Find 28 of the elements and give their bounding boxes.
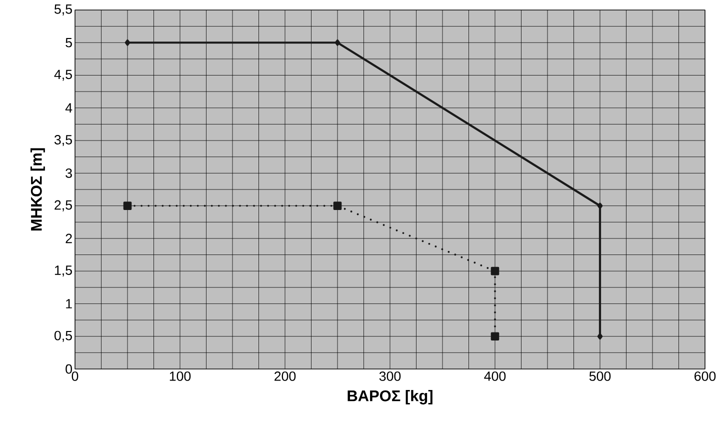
x-tick-label: 200: [274, 371, 296, 381]
y-tick-label: 3: [66, 168, 72, 178]
x-tick-label: 100: [170, 371, 191, 381]
y-tick-label: 4,5: [54, 70, 72, 81]
point: [490, 332, 500, 340]
y-tick-label: 0: [66, 364, 72, 374]
x-axis-title: ΒΑΡΟΣ [kg]: [348, 390, 432, 404]
point: [334, 39, 340, 46]
y-tick-label: 5: [66, 38, 72, 48]
y-tick-label: 1: [66, 299, 72, 308]
y-tick-label: 5,5: [54, 4, 72, 16]
y-tick-label: 2: [66, 234, 72, 244]
x-tick-label: 300: [379, 371, 401, 381]
y-tick-label: 2,5: [54, 200, 72, 212]
x-tick-label: 400: [484, 371, 506, 381]
y-tick-label: 1,5: [54, 266, 72, 277]
y-tick-label: 3,5: [54, 135, 72, 146]
point: [490, 266, 500, 276]
point: [124, 39, 130, 46]
point: [123, 202, 132, 210]
y-tick-label: 0,5: [54, 330, 72, 342]
x-tick-label: 600: [694, 371, 716, 381]
point: [333, 202, 342, 210]
y-tick-label: 4: [65, 103, 72, 112]
x-tick-label: 500: [589, 371, 611, 381]
y-axis-title: ΜΗΚΟΣ [m]: [30, 148, 45, 231]
point: [597, 202, 603, 209]
point: [597, 333, 603, 340]
